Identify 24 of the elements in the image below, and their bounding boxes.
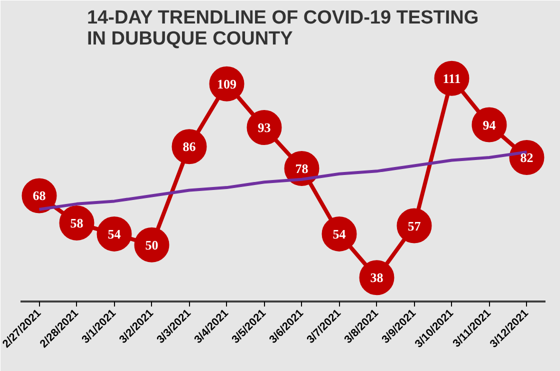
point [396,208,432,244]
data-label: 111 [442,70,461,86]
point [472,107,507,142]
data-label: 109 [217,76,237,92]
data-label: 93 [258,120,272,136]
point [322,216,357,252]
point [59,206,94,240]
point [96,216,132,252]
point [246,110,282,145]
data-label: 58 [70,216,84,231]
point [359,260,394,296]
data-label: 54 [108,226,122,242]
data-label: 78 [295,160,309,176]
data-label: 57 [408,218,422,234]
data-label: 68 [32,188,46,204]
data-label: 50 [145,237,158,252]
data-label: 54 [332,226,346,242]
data-label: 82 [520,150,534,166]
point [134,227,170,262]
point [172,129,207,164]
data-label: 94 [482,117,496,132]
data-label: 38 [370,270,384,286]
data-label: 86 [182,139,196,154]
chart-title: 14-DAY TRENDLINE OF COVID-19 TESTING IN DUBUQUE COUNTY [86,8,479,50]
